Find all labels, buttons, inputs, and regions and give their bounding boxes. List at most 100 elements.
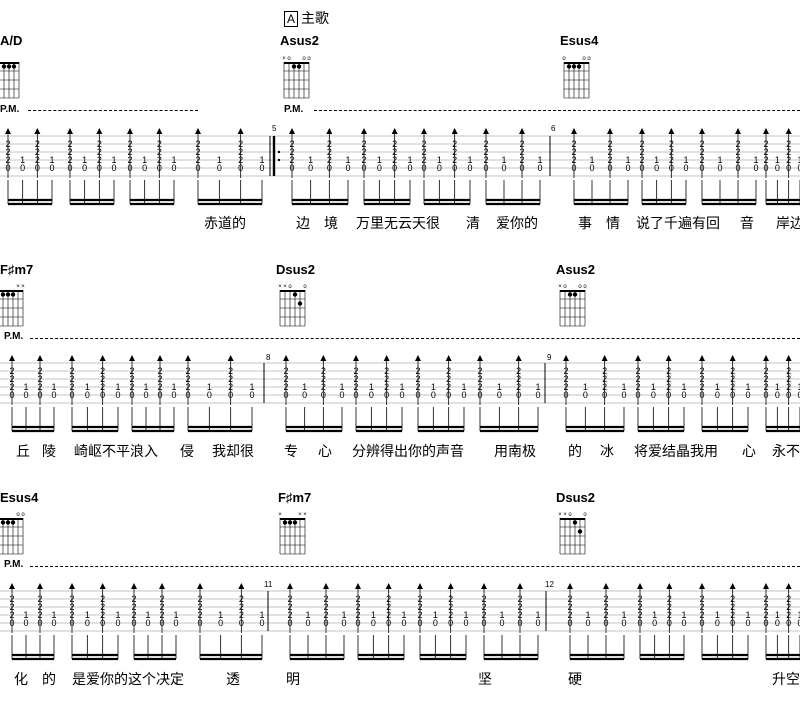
fret-number: 1	[111, 155, 116, 165]
lyric-word: 心	[318, 443, 332, 459]
chord-name: Dsus2	[556, 490, 596, 505]
lyric-word: 事	[578, 215, 592, 231]
fret-number: 1	[589, 155, 594, 165]
lyric-word: 化	[14, 671, 28, 687]
lyric-word: 坚	[478, 671, 492, 687]
fret-number: 0	[797, 163, 800, 173]
fret-number: 0	[497, 390, 502, 400]
fret-number: 1	[753, 155, 758, 165]
fret-number: 0	[341, 618, 346, 628]
strum-arrow	[37, 583, 43, 589]
strum-arrow	[563, 355, 569, 361]
string-mark: ×	[16, 284, 20, 290]
lyric-word: 透	[226, 671, 240, 687]
fret-number: 0	[775, 163, 780, 173]
finger-dot	[5, 292, 11, 297]
bar-number: 12	[545, 580, 554, 589]
fret-number: 1	[345, 155, 350, 165]
fret-number: 1	[654, 155, 659, 165]
lyric-word: 侵	[180, 443, 194, 459]
strum-arrow	[99, 355, 106, 361]
string-mark: o	[302, 56, 306, 62]
strum-arrow	[763, 583, 769, 589]
strum-arrow	[289, 128, 295, 134]
fret-number: 1	[797, 382, 800, 392]
chord-nut	[280, 518, 305, 520]
finger-dot	[572, 520, 578, 525]
strum-arrow	[283, 355, 289, 361]
palm-mute-line	[314, 110, 800, 111]
fret-number: 0	[463, 618, 468, 628]
fret-number: 1	[218, 610, 223, 620]
strum-arrow	[238, 583, 245, 589]
fret-number: 1	[171, 155, 176, 165]
fret-number: 0	[217, 163, 222, 173]
string-mark: ×	[282, 56, 286, 62]
fret-number: 1	[625, 155, 630, 165]
fret-number: 0	[145, 618, 150, 628]
fret-number: 1	[652, 610, 657, 620]
string-mark: o	[583, 284, 587, 290]
lyric-word: 冰	[600, 443, 614, 459]
fret-number: 0	[681, 618, 686, 628]
strum-arrow	[699, 583, 705, 589]
section-marker: A	[284, 11, 299, 27]
lyric-word: 边	[296, 215, 310, 231]
fret-number: 0	[143, 390, 148, 400]
section-heading: A 主歌	[284, 8, 329, 28]
fret-number: 1	[467, 155, 472, 165]
strum-arrow	[185, 355, 191, 361]
chord-name: Esus4	[560, 33, 599, 48]
lyric-word: 赤道的	[204, 215, 246, 231]
fret-number: 0	[585, 618, 590, 628]
fret-number: 1	[305, 610, 310, 620]
fret-number: 0	[85, 390, 90, 400]
fret-number: 0	[797, 618, 800, 628]
fret-number: 1	[82, 155, 87, 165]
fret-number: 0	[535, 618, 540, 628]
fret-number: 1	[775, 610, 780, 620]
fret-number: 1	[433, 610, 438, 620]
fret-number: 0	[20, 163, 25, 173]
palm-mute-label: P.M.	[284, 104, 304, 115]
fret-number: 1	[621, 382, 626, 392]
strum-arrow	[763, 355, 769, 361]
chord-nut	[0, 62, 19, 64]
lyric-word: 情	[606, 215, 620, 231]
strum-arrow	[665, 355, 672, 361]
finger-dot	[577, 529, 583, 534]
string-mark: ×	[563, 512, 567, 518]
fret-number: 0	[23, 618, 28, 628]
lyric-word: 说了千遍有回	[636, 215, 720, 231]
fret-number: 0	[142, 163, 147, 173]
strum-arrow	[227, 355, 234, 361]
strum-arrow	[477, 355, 483, 361]
chord-nut	[0, 518, 23, 520]
fret-number: 1	[715, 382, 720, 392]
lyric-word: 心	[742, 443, 756, 459]
strum-arrow	[567, 583, 573, 589]
bar-number: 11	[264, 580, 273, 589]
finger-dot	[1, 64, 7, 69]
fret-number: 0	[652, 618, 657, 628]
fret-number: 1	[49, 155, 54, 165]
fret-number: 0	[407, 163, 412, 173]
fret-number: 1	[681, 610, 686, 620]
palm-mute-label: P.M.	[4, 559, 24, 570]
fret-number: 0	[259, 163, 264, 173]
chord-name: Asus2	[280, 33, 320, 48]
fret-number: 0	[535, 390, 540, 400]
fret-number: 0	[467, 163, 472, 173]
string-mark: o	[21, 512, 25, 518]
fret-number: 1	[302, 382, 307, 392]
fret-number: 0	[654, 163, 659, 173]
fret-number: 1	[501, 155, 506, 165]
string-mark: o	[303, 284, 307, 290]
fret-number: 1	[23, 382, 28, 392]
lyric-word: 陵	[42, 443, 56, 459]
fret-number: 0	[651, 390, 656, 400]
fret-number: 0	[499, 618, 504, 628]
fret-number: 1	[537, 155, 542, 165]
string-mark: o	[16, 512, 20, 518]
fret-number: 0	[433, 618, 438, 628]
